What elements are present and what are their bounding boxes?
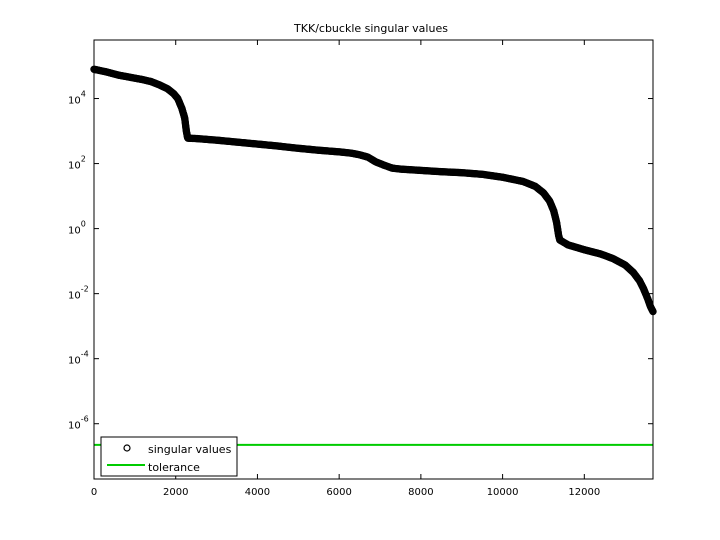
x-tick-label: 0 (91, 487, 97, 498)
x-tick-label: 10000 (487, 487, 519, 498)
x-tick-label: 8000 (408, 487, 433, 498)
y-tick-label: 10-6 (68, 415, 89, 432)
x-tick-label: 12000 (568, 487, 600, 498)
x-tick-label: 4000 (245, 487, 270, 498)
legend-label-singular-values: singular values (148, 443, 232, 456)
chart-title: TKK/cbuckle singular values (293, 22, 448, 35)
y-tick-label: 104 (68, 90, 86, 107)
y-tick-label: 100 (68, 220, 86, 237)
legend-marker-singular-values (123, 444, 131, 452)
legend-label-tolerance: tolerance (148, 461, 200, 474)
singular-values-series (90, 65, 657, 316)
tick-layer: 0 2000 4000 6000 8000 10000 12000 104 102 100 10-2… (68, 40, 653, 498)
legend-box (100, 436, 238, 477)
x-tick-label: 2000 (163, 487, 188, 498)
legend: singular values tolerance (100, 436, 238, 477)
y-tick-label: 10-4 (68, 350, 89, 367)
series-layer (90, 65, 657, 446)
y-tick-label: 10-2 (68, 285, 89, 302)
plot-frame (93, 39, 654, 480)
x-tick-label: 6000 (326, 487, 351, 498)
y-tick-label: 102 (68, 155, 86, 172)
